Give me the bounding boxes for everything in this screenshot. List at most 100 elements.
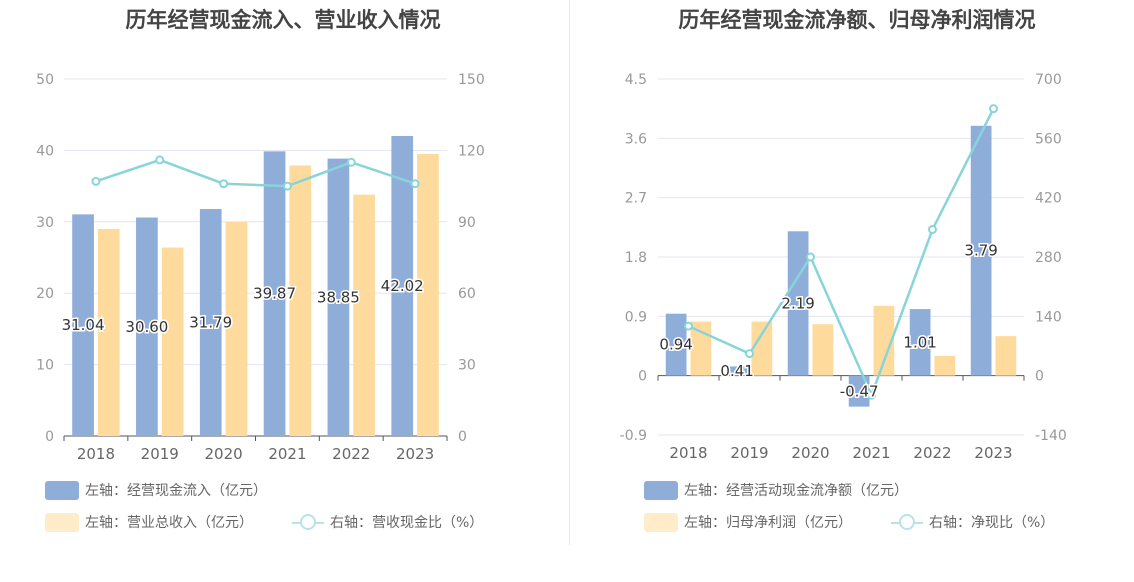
bar: [97, 228, 120, 436]
bar: [417, 153, 439, 436]
bar-data-label: 31.04: [62, 316, 105, 334]
right-axis-tick-label: 420: [1035, 191, 1062, 207]
left-axis-tick-label: 20: [36, 286, 54, 302]
bar: [136, 217, 158, 436]
line-point: [745, 349, 754, 359]
x-axis-label: 2018: [77, 445, 115, 463]
line-point: [989, 104, 998, 114]
bar: [327, 158, 350, 436]
bar-data-label: 0.94: [659, 336, 692, 354]
bar: [353, 194, 375, 436]
legend-swatch-line-icon: [891, 513, 923, 532]
chart-title-right: 历年经营现金流净额、归母净利润情况: [678, 8, 1036, 32]
x-axis-label: 2023: [396, 445, 434, 463]
bar: [72, 214, 94, 436]
right-axis-tick-label: 120: [458, 143, 485, 159]
legend-label: 右轴：营收现金比（%）: [330, 515, 484, 531]
legend-label: 右轴：净现比（%）: [929, 515, 1055, 531]
left-axis-tick-label: 0.9: [625, 309, 647, 325]
series-line: [687, 108, 995, 399]
bar: [263, 151, 286, 437]
bar: [225, 221, 248, 436]
legend-label: 左轴：营业总收入（亿元）: [85, 515, 253, 531]
bar: [289, 165, 312, 437]
left-axis-tick-label: 30: [36, 215, 54, 231]
legend-item-net-cash-flow[interactable]: 左轴：经营活动现金流净额（亿元）: [644, 480, 908, 500]
chart-title-left: 历年经营现金流入、营业收入情况: [125, 8, 441, 32]
bar-data-label: 2.19: [781, 294, 814, 312]
legend-swatch-bar-blue: [644, 480, 678, 500]
line-point: [155, 155, 165, 165]
bar: [848, 375, 870, 407]
bar-data-label: 1.01: [903, 333, 936, 351]
x-axis-label: 2018: [669, 444, 707, 462]
bar-data-label: 0.41: [720, 362, 753, 380]
bar: [199, 209, 222, 436]
x-axis-label: 2023: [974, 444, 1012, 462]
x-axis-label: 2021: [852, 444, 890, 462]
legend-swatch-line-icon: [292, 513, 324, 532]
bar: [726, 366, 748, 376]
line-point: [867, 390, 876, 400]
line-point: [684, 321, 693, 331]
left-axis-tick-label: 0: [45, 429, 54, 445]
legend-item-revenue[interactable]: 左轴：营业总收入（亿元）: [45, 512, 253, 532]
left-axis-tick-label: 4.5: [625, 72, 647, 88]
right-axis-tick-label: -140: [1035, 428, 1067, 444]
legend-item-cash-ratio[interactable]: 右轴：营收现金比（%）: [292, 512, 483, 532]
right-axis-tick-label: 0: [458, 429, 467, 445]
bar-data-label: 31.79: [189, 314, 232, 332]
legend-item-net-cash-ratio[interactable]: 右轴：净现比（%）: [891, 512, 1054, 532]
line-point: [410, 179, 420, 189]
right-axis-tick-label: 700: [1035, 72, 1062, 88]
bar: [909, 309, 931, 376]
left-axis-tick-label: 40: [36, 143, 54, 159]
bar: [873, 305, 895, 376]
bar: [391, 135, 414, 436]
bar-data-label: 38.85: [317, 288, 360, 306]
right-axis-tick-label: 280: [1035, 250, 1062, 266]
right-axis-tick-label: 90: [458, 215, 476, 231]
left-axis-tick-label: -0.9: [620, 428, 647, 444]
bar: [995, 336, 1017, 376]
bar: [161, 247, 184, 436]
x-axis-label: 2019: [730, 444, 768, 462]
right-axis-tick-label: 60: [458, 286, 476, 302]
line-point: [282, 181, 292, 191]
left-axis-tick-label: 50: [36, 72, 54, 88]
legend-label: 左轴：归母净利润（亿元）: [684, 515, 852, 531]
bar: [934, 355, 956, 376]
bar-data-label: -0.47: [840, 383, 879, 401]
legend-swatch-bar-yellow: [644, 512, 678, 532]
x-axis-label: 2020: [791, 444, 829, 462]
x-axis-label: 2020: [204, 445, 242, 463]
bar: [751, 321, 773, 376]
line-point: [91, 176, 101, 186]
left-axis-tick-label: 10: [36, 358, 54, 374]
right-axis-tick-label: 150: [458, 72, 485, 88]
legend-swatch-bar-blue: [45, 480, 79, 500]
line-point: [346, 157, 356, 167]
right-axis-tick-label: 30: [458, 358, 476, 374]
legend-label: 左轴：经营活动现金流净额（亿元）: [684, 483, 908, 499]
legend-item-net-profit[interactable]: 左轴：归母净利润（亿元）: [644, 512, 852, 532]
x-axis-label: 2021: [268, 445, 306, 463]
x-axis-label: 2022: [332, 445, 370, 463]
left-axis-tick-label: 1.8: [625, 250, 647, 266]
bar: [812, 324, 834, 376]
panel-divider: [569, 0, 570, 545]
series-line: [95, 158, 416, 188]
right-axis-tick-label: 560: [1035, 131, 1062, 147]
right-axis-tick-label: 140: [1035, 309, 1062, 325]
x-axis-label: 2022: [913, 444, 951, 462]
legend-item-cash-inflow[interactable]: 左轴：经营现金流入（亿元）: [45, 480, 267, 500]
bar-data-label: 3.79: [964, 242, 997, 260]
bar-data-label: 30.60: [125, 318, 168, 336]
bar-data-label: 39.87: [253, 285, 296, 303]
x-axis-label: 2019: [141, 445, 179, 463]
legend-label: 左轴：经营现金流入（亿元）: [85, 483, 267, 499]
left-axis-tick-label: 0: [638, 369, 647, 385]
left-axis-tick-label: 2.7: [625, 191, 647, 207]
line-point: [928, 224, 937, 234]
